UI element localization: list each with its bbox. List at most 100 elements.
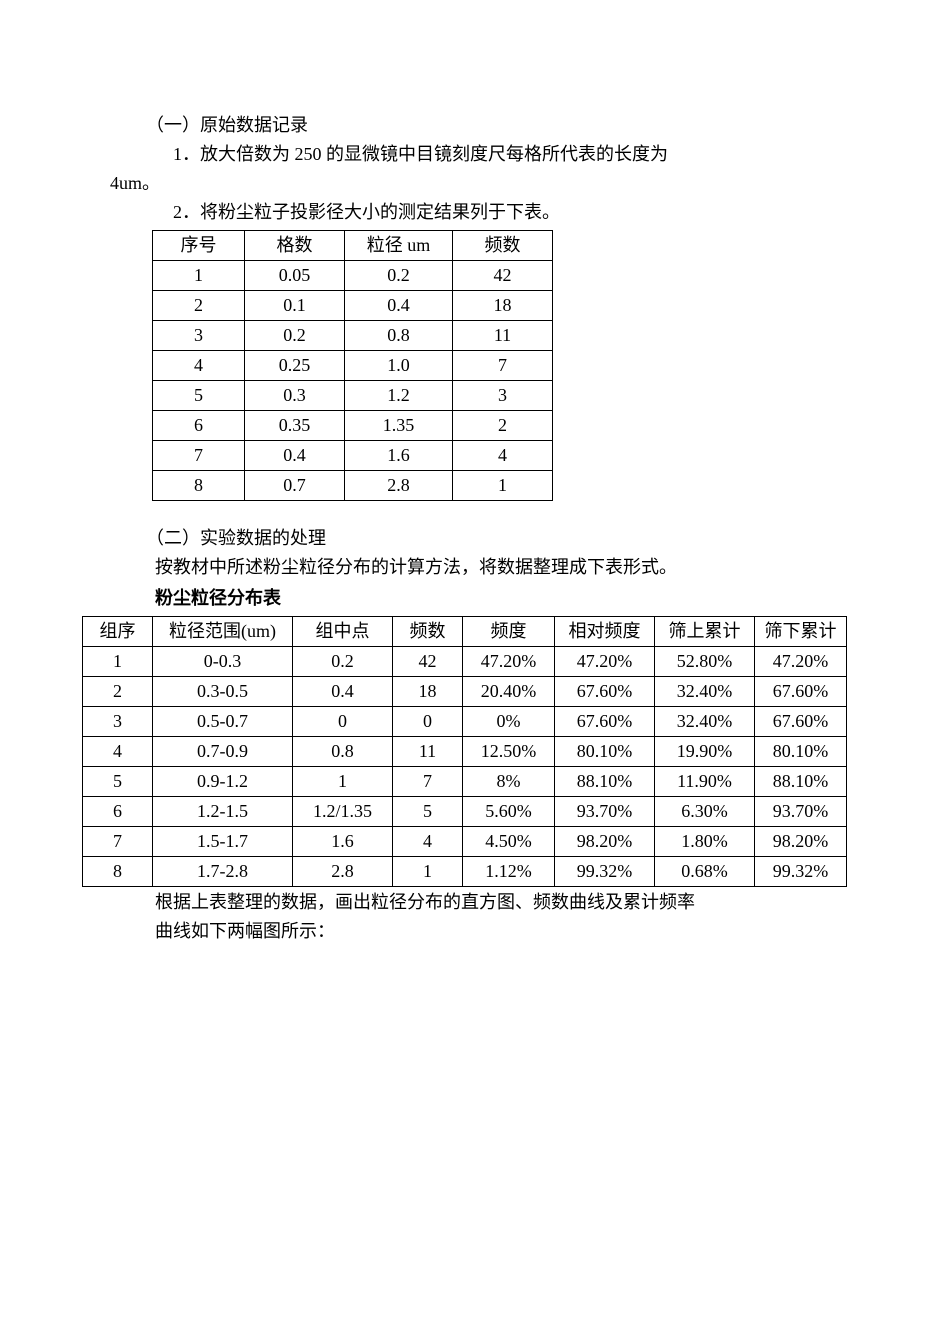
cell: 8% <box>463 767 555 797</box>
column-header: 组中点 <box>293 617 393 647</box>
raw-data-table: 序号 格数 粒径 um 频数 1 0.05 0.2 42 2 0.1 0.4 1… <box>152 230 553 501</box>
cell: 47.20% <box>555 647 655 677</box>
cell: 0.68% <box>655 857 755 887</box>
cell: 5.60% <box>463 797 555 827</box>
table-row: 5 0.3 1.2 3 <box>153 381 553 411</box>
cell: 1.0 <box>345 351 453 381</box>
cell: 2.8 <box>293 857 393 887</box>
table-row: 7 1.5-1.7 1.6 4 4.50% 98.20% 1.80% 98.20… <box>83 827 847 857</box>
cell: 42 <box>453 261 553 291</box>
column-header: 粒径范围(um) <box>153 617 293 647</box>
cell: 42 <box>393 647 463 677</box>
cell: 88.10% <box>755 767 847 797</box>
cell: 0.1 <box>245 291 345 321</box>
cell: 8 <box>153 471 245 501</box>
cell: 80.10% <box>555 737 655 767</box>
cell: 98.20% <box>755 827 847 857</box>
cell: 1.12% <box>463 857 555 887</box>
cell: 1.2/1.35 <box>293 797 393 827</box>
column-header: 频数 <box>453 231 553 261</box>
cell: 7 <box>453 351 553 381</box>
cell: 2 <box>83 677 153 707</box>
cell: 0.9-1.2 <box>153 767 293 797</box>
column-header: 筛上累计 <box>655 617 755 647</box>
cell: 1 <box>83 647 153 677</box>
cell: 3 <box>453 381 553 411</box>
cell: 0.35 <box>245 411 345 441</box>
table-row: 6 1.2-1.5 1.2/1.35 5 5.60% 93.70% 6.30% … <box>83 797 847 827</box>
cell: 19.90% <box>655 737 755 767</box>
cell: 0.05 <box>245 261 345 291</box>
cell: 99.32% <box>755 857 847 887</box>
cell: 67.60% <box>755 707 847 737</box>
cell: 0-0.3 <box>153 647 293 677</box>
cell: 5 <box>393 797 463 827</box>
cell: 2 <box>153 291 245 321</box>
table-row: 3 0.2 0.8 11 <box>153 321 553 351</box>
cell: 7 <box>153 441 245 471</box>
cell: 0.2 <box>345 261 453 291</box>
cell: 0.7-0.9 <box>153 737 293 767</box>
cell: 0 <box>293 707 393 737</box>
cell: 80.10% <box>755 737 847 767</box>
cell: 47.20% <box>463 647 555 677</box>
cell: 1.6 <box>345 441 453 471</box>
cell: 11 <box>393 737 463 767</box>
cell: 47.20% <box>755 647 847 677</box>
cell: 7 <box>83 827 153 857</box>
distribution-table: 组序 粒径范围(um) 组中点 频数 频度 相对频度 筛上累计 筛下累计 1 0… <box>82 616 847 887</box>
section-1-heading: （一）原始数据记录 <box>110 112 835 139</box>
cell: 8 <box>83 857 153 887</box>
cell: 6 <box>153 411 245 441</box>
cell: 1 <box>393 857 463 887</box>
cell: 0.8 <box>293 737 393 767</box>
cell: 0.4 <box>245 441 345 471</box>
cell: 1.35 <box>345 411 453 441</box>
table-row: 3 0.5-0.7 0 0 0% 67.60% 32.40% 67.60% <box>83 707 847 737</box>
table-row: 1 0.05 0.2 42 <box>153 261 553 291</box>
cell: 18 <box>393 677 463 707</box>
cell: 1.80% <box>655 827 755 857</box>
cell: 4 <box>453 441 553 471</box>
table-row: 4 0.7-0.9 0.8 11 12.50% 80.10% 19.90% 80… <box>83 737 847 767</box>
section-2-line-1: 按教材中所述粉尘粒径分布的计算方法，将数据整理成下表形式。 <box>119 554 835 581</box>
cell: 6.30% <box>655 797 755 827</box>
column-header: 组序 <box>83 617 153 647</box>
column-header: 相对频度 <box>555 617 655 647</box>
cell: 4 <box>83 737 153 767</box>
cell: 0.4 <box>345 291 453 321</box>
cell: 67.60% <box>555 677 655 707</box>
table-row: 2 0.1 0.4 18 <box>153 291 553 321</box>
cell: 5 <box>153 381 245 411</box>
cell: 0.4 <box>293 677 393 707</box>
cell: 1.5-1.7 <box>153 827 293 857</box>
cell: 4 <box>393 827 463 857</box>
table-row: 7 0.4 1.6 4 <box>153 441 553 471</box>
cell: 1.6 <box>293 827 393 857</box>
cell: 1 <box>453 471 553 501</box>
table-1-wrap: 序号 格数 粒径 um 频数 1 0.05 0.2 42 2 0.1 0.4 1… <box>152 230 835 501</box>
cell: 93.70% <box>755 797 847 827</box>
cell: 0 <box>393 707 463 737</box>
column-header: 筛下累计 <box>755 617 847 647</box>
cell: 1 <box>293 767 393 797</box>
table-row: 8 0.7 2.8 1 <box>153 471 553 501</box>
section-1-line-2: 2．将粉尘粒子投影径大小的测定结果列于下表。 <box>110 199 835 226</box>
section-2-heading: （二）实验数据的处理 <box>110 525 835 552</box>
cell: 0.2 <box>293 647 393 677</box>
cell: 1.2 <box>345 381 453 411</box>
table-row: 8 1.7-2.8 2.8 1 1.12% 99.32% 0.68% 99.32… <box>83 857 847 887</box>
cell: 0.5-0.7 <box>153 707 293 737</box>
cell: 2 <box>453 411 553 441</box>
cell: 93.70% <box>555 797 655 827</box>
table-2-wrap: 组序 粒径范围(um) 组中点 频数 频度 相对频度 筛上累计 筛下累计 1 0… <box>82 616 885 887</box>
cell: 0% <box>463 707 555 737</box>
closing-line-1: 根据上表整理的数据，画出粒径分布的直方图、频数曲线及累计频率 <box>119 889 835 916</box>
cell: 0.3 <box>245 381 345 411</box>
cell: 98.20% <box>555 827 655 857</box>
cell: 4 <box>153 351 245 381</box>
table-row: 2 0.3-0.5 0.4 18 20.40% 67.60% 32.40% 67… <box>83 677 847 707</box>
distribution-table-title: 粉尘粒径分布表 <box>119 585 835 612</box>
table-row: 组序 粒径范围(um) 组中点 频数 频度 相对频度 筛上累计 筛下累计 <box>83 617 847 647</box>
cell: 32.40% <box>655 707 755 737</box>
